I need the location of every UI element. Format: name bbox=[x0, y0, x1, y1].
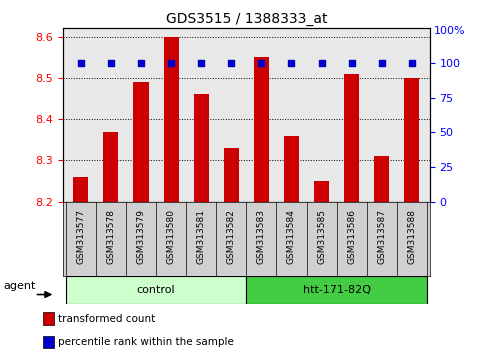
Bar bbox=[246, 276, 427, 304]
Text: transformed count: transformed count bbox=[58, 314, 155, 324]
Bar bbox=[103, 132, 118, 202]
Title: GDS3515 / 1388333_at: GDS3515 / 1388333_at bbox=[166, 12, 327, 26]
Point bbox=[167, 60, 175, 66]
Bar bbox=[43, 312, 54, 325]
Text: percentile rank within the sample: percentile rank within the sample bbox=[58, 337, 234, 347]
Bar bbox=[284, 136, 299, 202]
Bar bbox=[374, 156, 389, 202]
Bar bbox=[66, 276, 246, 304]
Bar bbox=[254, 57, 269, 202]
Bar bbox=[344, 74, 359, 202]
Text: htt-171-82Q: htt-171-82Q bbox=[302, 285, 370, 295]
Text: GSM313577: GSM313577 bbox=[76, 209, 85, 264]
Bar bbox=[164, 36, 179, 202]
Point bbox=[348, 60, 355, 66]
Text: GSM313580: GSM313580 bbox=[167, 209, 176, 264]
Text: GSM313579: GSM313579 bbox=[137, 209, 145, 264]
Text: GSM313583: GSM313583 bbox=[257, 209, 266, 264]
Point bbox=[227, 60, 235, 66]
Text: 100%: 100% bbox=[434, 25, 466, 35]
Bar bbox=[224, 148, 239, 202]
Text: GSM313582: GSM313582 bbox=[227, 209, 236, 264]
Text: agent: agent bbox=[3, 281, 36, 291]
Bar bbox=[133, 82, 149, 202]
Point bbox=[287, 60, 295, 66]
Text: GSM313587: GSM313587 bbox=[377, 209, 386, 264]
Text: GSM313588: GSM313588 bbox=[407, 209, 416, 264]
Bar bbox=[404, 78, 419, 202]
Point bbox=[137, 60, 145, 66]
Bar bbox=[314, 181, 329, 202]
Text: GSM313586: GSM313586 bbox=[347, 209, 356, 264]
Text: GSM313584: GSM313584 bbox=[287, 209, 296, 264]
Point bbox=[198, 60, 205, 66]
Text: GSM313585: GSM313585 bbox=[317, 209, 326, 264]
Point bbox=[107, 60, 115, 66]
Text: control: control bbox=[137, 285, 175, 295]
Point bbox=[257, 60, 265, 66]
Bar bbox=[194, 95, 209, 202]
Text: GSM313581: GSM313581 bbox=[197, 209, 206, 264]
Bar bbox=[73, 177, 88, 202]
Point bbox=[378, 60, 385, 66]
Point bbox=[77, 60, 85, 66]
Point bbox=[318, 60, 326, 66]
Text: GSM313578: GSM313578 bbox=[106, 209, 115, 264]
Point bbox=[408, 60, 416, 66]
Bar bbox=[43, 336, 54, 348]
